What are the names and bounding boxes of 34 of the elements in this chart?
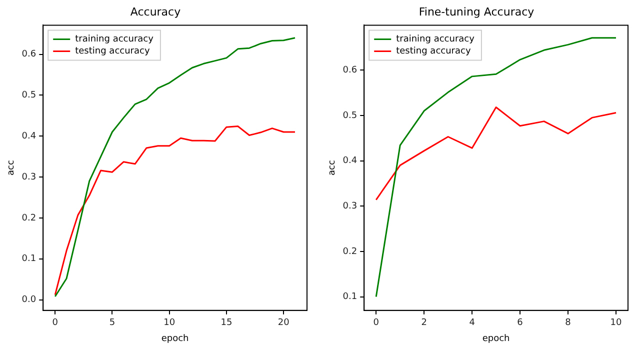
x-tick-label: 2 bbox=[421, 318, 427, 328]
x-tick-label: 8 bbox=[565, 318, 572, 328]
x-tick-label: 10 bbox=[164, 318, 176, 328]
y-tick-label: 0.4 bbox=[342, 156, 358, 166]
y-tick-label: 0.5 bbox=[22, 90, 36, 101]
y-tick-label: 0.3 bbox=[22, 172, 36, 182]
legend-label: testing accuracy bbox=[396, 46, 472, 57]
legend-label: testing accuracy bbox=[75, 46, 150, 57]
x-tick-label: 20 bbox=[278, 318, 290, 328]
y-tick-label: 0.0 bbox=[22, 295, 36, 306]
x-tick-label: 10 bbox=[610, 318, 622, 328]
y-tick-label: 0.6 bbox=[342, 65, 358, 76]
y-tick-label: 0.4 bbox=[22, 131, 36, 142]
y-tick-label: 0.1 bbox=[22, 254, 36, 264]
x-axis-title: epoch bbox=[482, 334, 510, 344]
y-tick-label: 0.2 bbox=[22, 213, 36, 224]
y-axis-title: acc bbox=[328, 160, 338, 176]
y-tick-label: 0.1 bbox=[342, 292, 358, 302]
x-tick-label: 0 bbox=[52, 318, 58, 328]
y-tick-label: 0.6 bbox=[22, 50, 36, 60]
x-axis-title: epoch bbox=[161, 334, 189, 344]
x-tick-label: 6 bbox=[517, 318, 524, 328]
x-tick-label: 5 bbox=[109, 318, 116, 328]
chart-title: Accuracy bbox=[130, 5, 182, 18]
legend-label: training accuracy bbox=[396, 34, 476, 45]
x-tick-label: 15 bbox=[220, 318, 232, 328]
x-tick-label: 4 bbox=[469, 318, 476, 328]
y-axis-title: acc bbox=[6, 160, 17, 176]
y-tick-label: 0.3 bbox=[342, 201, 358, 212]
x-tick-label: 0 bbox=[373, 318, 380, 328]
y-tick-label: 0.2 bbox=[342, 246, 358, 257]
chart-title: Fine-tuning Accuracy bbox=[418, 5, 535, 18]
y-tick-label: 0.5 bbox=[342, 110, 358, 121]
legend-label: training accuracy bbox=[75, 34, 154, 45]
